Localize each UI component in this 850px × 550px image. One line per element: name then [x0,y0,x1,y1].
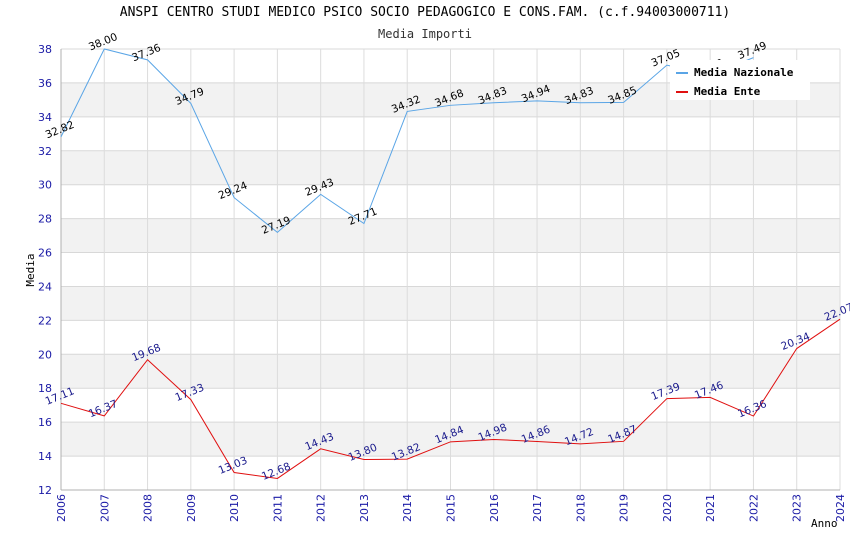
y-tick-label: 32 [38,145,52,158]
chart-subtitle: Media Importi [378,27,472,41]
x-tick-label: 2013 [358,494,371,522]
x-tick-label: 2015 [445,494,458,522]
x-axis-label: Anno [811,517,838,530]
legend: Media Nazionale Media Ente [670,60,810,100]
y-tick-label: 26 [38,247,52,260]
chart-title: ANSPI CENTRO STUDI MEDICO PSICO SOCIO PE… [119,5,731,20]
legend-label-media-nazionale: Media Nazionale [694,66,794,79]
x-tick-label: 2016 [488,494,501,522]
y-tick-label: 38 [38,43,52,56]
x-tick-label: 2009 [185,494,198,522]
y-tick-label: 20 [38,348,52,361]
y-tick-label: 34 [38,111,52,124]
x-tick-label: 2011 [271,494,284,522]
x-tick-label: 2017 [531,494,544,522]
x-tick-label: 2014 [401,494,414,522]
y-tick-label: 16 [38,416,52,429]
x-tick-label: 2010 [228,494,241,522]
y-tick-label: 28 [38,213,52,226]
x-tick-label: 2021 [704,494,717,522]
y-tick-label: 22 [38,314,52,327]
x-tick-label: 2018 [574,494,587,522]
x-tick-label: 2012 [315,494,328,522]
series-line-media-ente [60,318,841,479]
series-line-media-nazionale [60,48,754,234]
x-tick-label: 2024 [834,494,847,522]
legend-label-media-ente: Media Ente [694,85,761,98]
x-tick-label: 2008 [142,494,155,522]
y-tick-label: 24 [38,280,52,293]
y-tick-label: 12 [38,484,52,497]
y-axis-label: Media [24,253,37,286]
y-tick-label: 18 [38,382,52,395]
y-tick-label: 14 [38,450,52,463]
x-tick-label: 2019 [618,494,631,522]
x-tick-label: 2023 [791,494,804,522]
y-tick-label: 30 [38,179,52,192]
legend-box [670,60,810,100]
x-tick-label: 2006 [55,494,68,522]
x-tick-label: 2022 [747,494,760,522]
x-tick-label: 2020 [661,494,674,522]
x-tick-label: 2007 [98,494,111,522]
y-tick-label: 36 [38,77,52,90]
